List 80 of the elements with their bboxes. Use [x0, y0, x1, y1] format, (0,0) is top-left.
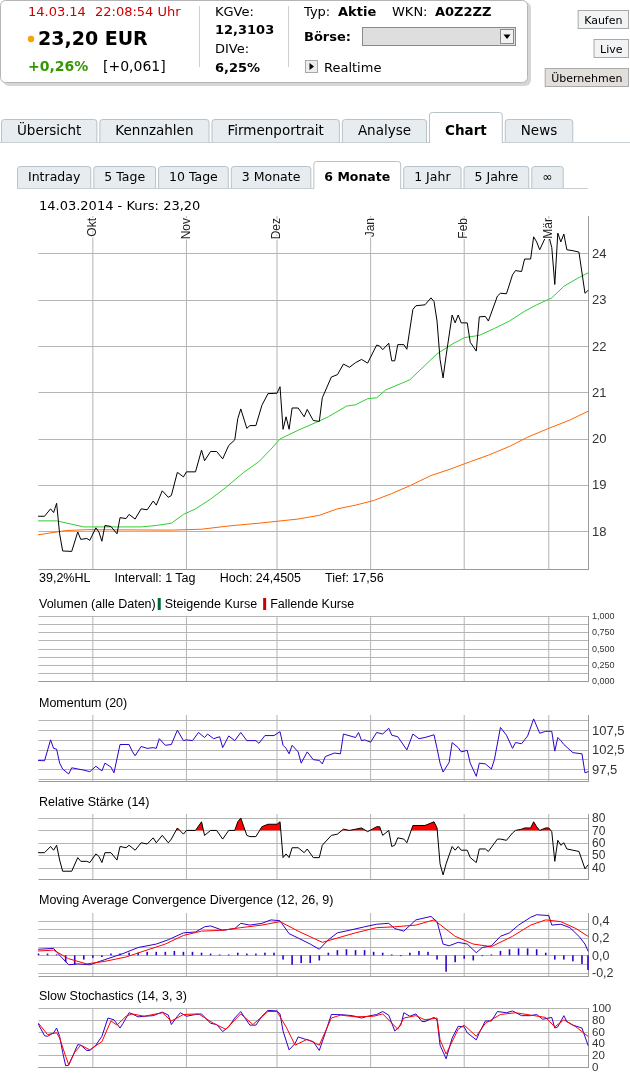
text: Intervall: 1 Tag: [114, 571, 196, 585]
y-tick-label: -0,2: [592, 965, 614, 980]
x-tick-label: Okt: [85, 217, 100, 237]
text: DIVe:: [215, 41, 250, 56]
legend-label: Fallende Kurse: [270, 597, 355, 611]
category-label: Intraday: [27, 169, 81, 184]
y-tick-label: 102,5: [592, 742, 625, 758]
y-tick-label: 21: [592, 384, 607, 400]
y-tick-label: 70: [592, 823, 606, 838]
chart-title: Momentum (20): [39, 696, 128, 710]
category-label: Übersicht: [16, 121, 82, 138]
category-label: 1 Jahr: [414, 169, 452, 184]
text: Realtime: [324, 60, 382, 75]
text: 23,20 EUR: [38, 27, 149, 49]
category-label: 6 Monate: [324, 169, 391, 184]
y-tick-label: 0,250: [592, 659, 615, 670]
y-tick-label: 0,000: [592, 676, 615, 687]
x-tick-label: Feb: [456, 217, 471, 239]
y-tick-label: 22: [592, 338, 607, 354]
text: 6,25%: [215, 60, 261, 75]
y-tick-label: 18: [592, 523, 607, 539]
x-tick-label: Mär: [540, 218, 555, 239]
legend-label: Steigende Kurse: [164, 597, 258, 611]
text: WKN:: [392, 4, 428, 19]
text: Börse:: [304, 29, 352, 44]
category-label: 5 Jahre: [474, 169, 519, 184]
y-tick-label: 0,4: [592, 914, 610, 929]
y-tick-label: 24: [592, 246, 607, 262]
text: Typ:: [303, 4, 331, 19]
x-tick-label: Jan: [362, 218, 377, 238]
text: Hoch: 24,4505: [219, 571, 302, 585]
y-tick-label: 80: [592, 1013, 605, 1026]
y-tick-label: 0: [592, 1061, 599, 1074]
text: Tief: 17,56: [325, 571, 384, 585]
y-tick-label: 80: [592, 811, 606, 826]
y-tick-label: 19: [592, 477, 607, 493]
text: 14.03.14: [28, 4, 86, 19]
text: +0,26%: [28, 58, 89, 74]
category-label: Firmenportrait: [227, 122, 324, 138]
text: Live: [600, 42, 623, 56]
y-tick-label: 23: [592, 292, 607, 308]
x-tick-label: Dez: [269, 218, 284, 240]
y-tick-label: 0,2: [592, 931, 610, 946]
text: KGVe:: [215, 4, 254, 19]
y-tick-label: 0,750: [592, 627, 615, 638]
y-tick-label: 1,000: [592, 611, 615, 622]
y-tick-label: 20: [592, 431, 607, 447]
y-tick-label: 40: [592, 860, 606, 875]
text: Übernehmen: [551, 71, 623, 85]
text: Aktie: [338, 4, 377, 19]
category-label: News: [520, 122, 558, 138]
y-tick-label: 100: [592, 1002, 612, 1015]
y-tick-label: 60: [592, 835, 606, 850]
text: Kaufen: [584, 13, 623, 27]
text: 39,2%HL: [39, 571, 91, 585]
y-tick-label: 40: [592, 1037, 605, 1050]
y-tick-label: 0,0: [592, 948, 610, 963]
category-label: Analyse: [357, 122, 412, 138]
category-label: ∞: [542, 169, 553, 184]
y-tick-label: 50: [592, 848, 606, 863]
chart-title: Slow Stochastics (14, 3, 3): [39, 989, 187, 1003]
text: 12,3103: [215, 22, 275, 37]
chart-title: 14.03.2014 - Kurs: 23,20: [39, 198, 201, 213]
chart-title: Volumen (alle Daten): [39, 597, 156, 611]
x-tick-label: Nov: [178, 218, 193, 240]
text: A0Z2ZZ: [435, 4, 492, 19]
category-label: 10 Tage: [169, 169, 219, 184]
chart-title: Moving Average Convergence Divergence (12, 26, 9): [39, 893, 334, 907]
text: 22:08:54 Uhr: [95, 4, 182, 19]
y-tick-label: 0,500: [592, 643, 615, 654]
text: [+0,061]: [103, 58, 166, 74]
category-label: 3 Monate: [241, 169, 301, 184]
y-tick-label: 20: [592, 1049, 605, 1062]
category-label: 5 Tage: [104, 169, 146, 184]
y-tick-label: 107,5: [592, 722, 625, 738]
chart-title: Relative Stärke (14): [39, 795, 150, 809]
category-label: Chart: [445, 122, 488, 138]
y-tick-label: 60: [592, 1025, 605, 1038]
category-label: Kennzahlen: [115, 122, 194, 138]
y-tick-label: 97,5: [592, 761, 618, 777]
